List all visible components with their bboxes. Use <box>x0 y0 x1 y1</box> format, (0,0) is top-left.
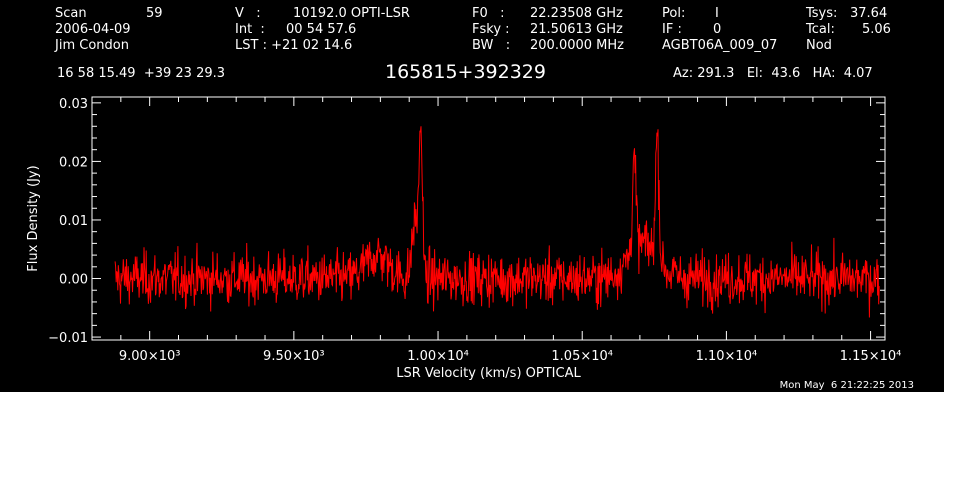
axis-ticks <box>91 97 885 340</box>
fsky-label: Fsky : <box>472 22 510 37</box>
y-tick-label: 0.02 <box>59 155 88 170</box>
bw-label: BW : <box>472 38 511 53</box>
int-label: Int : <box>235 22 265 37</box>
y-tick-label: 0.00 <box>59 273 88 288</box>
spectrum-chart: 9.00×10³ 9.50×10³ 1.00×10⁴ 1.05×10⁴ 1.10×10⁴… <box>26 96 901 381</box>
tcal-value: 5.06 <box>862 22 891 37</box>
obs-mode: Nod <box>806 38 832 53</box>
az-el-ha-readout: Az: 291.3 El: 43.6 HA: 4.07 <box>673 66 873 81</box>
velocity-label: V : <box>235 6 261 21</box>
scan-value: 59 <box>146 6 163 21</box>
axis-tick-labels: 9.00×10³ 9.50×10³ 1.00×10⁴ 1.05×10⁴ 1.10×10⁴… <box>48 97 901 364</box>
plot-timestamp: Mon May 6 21:22:25 2013 <box>779 380 914 391</box>
fsky-value: 21.50613 GHz <box>530 22 623 37</box>
f0-value: 22.23508 GHz <box>530 6 623 21</box>
if-label: IF : <box>662 22 682 37</box>
observer-name: Jim Condon <box>55 38 129 53</box>
int-value: 00 54 57.6 <box>286 22 357 37</box>
y-tick-label: 0.01 <box>59 214 88 229</box>
y-axis-label: Flux Density (Jy) <box>26 165 41 271</box>
chart-title: 165815+392329 <box>385 61 546 83</box>
pol-value: I <box>715 6 719 21</box>
if-value: 0 <box>713 22 722 37</box>
scan-label: Scan <box>55 6 87 21</box>
lst-readout: LST : +21 02 14.6 <box>235 38 353 53</box>
f0-label: F0 : <box>472 6 505 21</box>
tsys-label: Tsys: <box>806 6 838 21</box>
project-id: AGBT06A_009_07 <box>662 38 778 53</box>
x-axis-label: LSR Velocity (km/s) OPTICAL <box>396 366 581 381</box>
y-tick-label: 0.03 <box>59 97 88 112</box>
plot-frame <box>91 96 886 341</box>
x-tick-label: 9.50×10³ <box>263 349 325 364</box>
tsys-value: 37.64 <box>850 6 888 21</box>
x-tick-label: 1.05×10⁴ <box>551 349 613 364</box>
pol-label: Pol: <box>662 6 686 21</box>
source-coords: 16 58 15.49 +39 23 29.3 <box>57 66 226 81</box>
spectrum-trace <box>114 126 880 318</box>
x-tick-label: 9.00×10³ <box>119 349 181 364</box>
velocity-value: 10192.0 OPTI-LSR <box>293 6 410 21</box>
x-tick-label: 1.15×10⁴ <box>840 349 902 364</box>
bw-value: 200.0000 MHz <box>530 38 624 53</box>
y-tick-label: −0.01 <box>48 331 88 346</box>
plot-window <box>0 0 944 392</box>
x-tick-label: 1.10×10⁴ <box>696 349 758 364</box>
x-tick-label: 1.00×10⁴ <box>407 349 469 364</box>
tcal-label: Tcal: <box>806 22 835 37</box>
obs-date: 2006-04-09 <box>55 22 131 37</box>
